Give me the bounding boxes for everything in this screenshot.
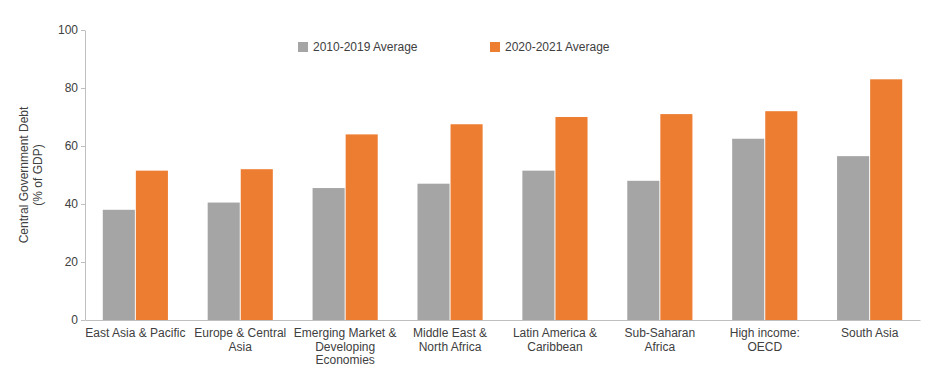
x-axis: East Asia & Pacific Europe & CentralAsia E… — [85, 321, 920, 368]
bar — [627, 181, 659, 320]
bar — [208, 203, 240, 320]
tick: 40 — [65, 197, 85, 211]
bar — [522, 171, 554, 320]
bar — [765, 111, 797, 320]
bar — [103, 210, 135, 320]
tick-label: High income:OECD — [730, 326, 800, 354]
bar — [555, 117, 587, 320]
bars — [103, 79, 902, 320]
tick-label: East Asia & Pacific — [85, 326, 185, 340]
tick: 80 — [65, 81, 85, 95]
tick-mark — [81, 30, 85, 31]
bar — [837, 156, 869, 320]
bar — [346, 134, 378, 320]
bar — [241, 169, 273, 320]
tick: Europe & CentralAsia — [194, 326, 286, 354]
tick-label: 0 — [71, 313, 78, 327]
tick: Emerging Market &DevelopingEconomies — [294, 326, 397, 368]
tick-mark — [81, 204, 85, 205]
tick: South Asia — [841, 326, 899, 340]
tick-mark — [81, 262, 85, 263]
tick: 20 — [65, 255, 85, 269]
bar — [136, 171, 168, 320]
legend-item: 2020-2021 Average — [490, 40, 610, 54]
legend-item: 2010-2019 Average — [298, 40, 418, 54]
tick-label: Latin America &Caribbean — [513, 326, 597, 354]
tick-label: 40 — [65, 197, 79, 211]
tick-mark — [81, 88, 85, 89]
legend: 2010-2019 Average 2020-2021 Average — [298, 40, 610, 54]
tick-label: 20 — [65, 255, 79, 269]
tick-mark — [81, 320, 85, 321]
bar — [417, 184, 449, 320]
tick: East Asia & Pacific — [85, 326, 185, 340]
legend-swatch — [298, 42, 308, 52]
legend-swatch — [490, 42, 500, 52]
plot: 0 20 40 60 80 100 East Asia & Pacific Europe & … — [58, 23, 921, 367]
y-axis: 0 20 40 60 80 100 — [58, 23, 86, 327]
tick-label: South Asia — [841, 326, 899, 340]
tick-label: 60 — [65, 139, 79, 153]
tick-mark — [81, 146, 85, 147]
bar — [660, 114, 692, 320]
tick: Middle East &North Africa — [413, 326, 487, 354]
tick: Sub-SaharanAfrica — [624, 326, 695, 354]
y-axis-title: Central Government Debt(% of GDP) — [17, 106, 45, 243]
tick: 100 — [58, 23, 85, 37]
tick-label: 100 — [58, 23, 78, 37]
bar — [451, 124, 483, 320]
tick-label: Sub-SaharanAfrica — [624, 326, 695, 354]
tick: High income:OECD — [730, 326, 800, 354]
bar — [732, 139, 764, 320]
x-axis-line — [86, 320, 921, 321]
tick: 0 — [71, 313, 85, 327]
tick-label: Europe & CentralAsia — [194, 326, 286, 354]
tick-label: 80 — [65, 81, 79, 95]
legend-label: 2010-2019 Average — [313, 40, 418, 54]
tick: 60 — [65, 139, 85, 153]
tick-label: Emerging Market &DevelopingEconomies — [294, 326, 397, 368]
bar — [870, 79, 902, 320]
legend-label: 2020-2021 Average — [505, 40, 610, 54]
tick: Latin America &Caribbean — [513, 326, 597, 354]
tick-label: Middle East &North Africa — [413, 326, 487, 354]
y-axis-line — [85, 31, 86, 321]
bar — [313, 188, 345, 320]
